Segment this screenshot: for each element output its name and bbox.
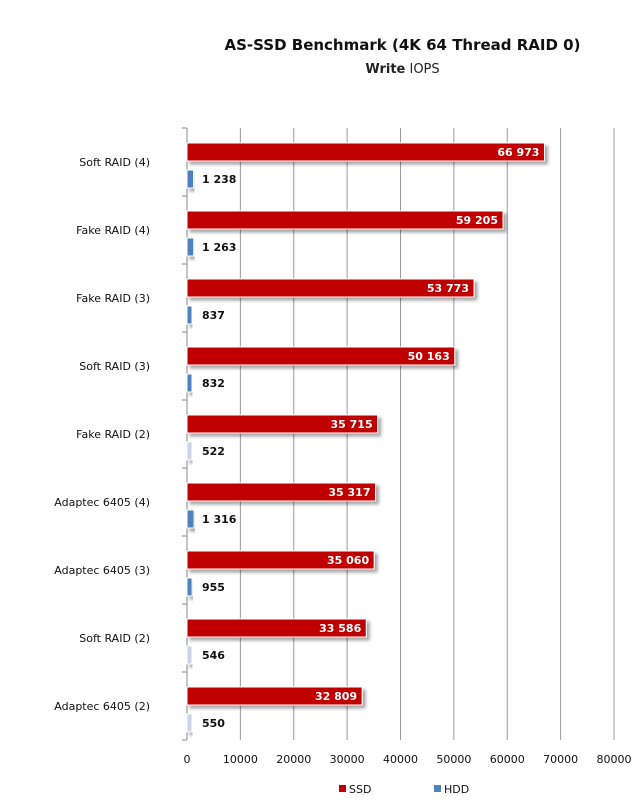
x-tick-label: 10000	[223, 753, 258, 766]
hdd-bar	[186, 509, 195, 529]
category-label: Fake RAID (2)	[76, 428, 150, 441]
category-label: Soft RAID (4)	[79, 156, 150, 169]
ssd-value-label: 32 809	[315, 690, 357, 703]
subtitle-rest: IOPS	[405, 62, 440, 77]
x-tick-label: 70000	[543, 753, 578, 766]
ssd-value-label: 35 317	[328, 486, 370, 499]
hdd-bar	[186, 713, 193, 733]
ssd-value-label: 53 773	[427, 282, 469, 295]
ssd-value-label: 35 060	[327, 554, 369, 567]
legend-label-ssd: SSD	[349, 783, 371, 796]
category-label: Adaptec 6405 (3)	[54, 564, 150, 577]
category-label: Soft RAID (3)	[79, 360, 150, 373]
chart-title: AS-SSD Benchmark (4K 64 Thread RAID 0)	[224, 36, 581, 54]
hdd-value-label: 1 238	[202, 173, 236, 186]
legend-swatch-hdd	[434, 785, 441, 792]
hdd-bar	[186, 645, 193, 665]
x-tick-label: 80000	[597, 753, 632, 766]
x-tick-label: 50000	[436, 753, 471, 766]
hdd-value-label: 546	[202, 649, 225, 662]
category-label: Fake RAID (3)	[76, 292, 150, 305]
category-label: Fake RAID (4)	[76, 224, 150, 237]
hdd-value-label: 832	[202, 377, 225, 390]
gridlines	[182, 127, 615, 741]
hdd-bar	[186, 441, 193, 461]
x-tick-label: 40000	[383, 753, 418, 766]
hdd-value-label: 955	[202, 581, 225, 594]
hdd-value-label: 550	[202, 717, 225, 730]
ssd-bar	[186, 550, 375, 570]
ssd-bar	[186, 210, 504, 230]
hdd-value-label: 1 316	[202, 513, 237, 526]
x-tick-label: 20000	[276, 753, 311, 766]
hdd-value-label: 837	[202, 309, 225, 322]
hdd-value-label: 1 263	[202, 241, 236, 254]
hdd-bar	[186, 305, 193, 325]
ssd-bar	[186, 686, 363, 706]
hdd-bar	[186, 237, 195, 257]
legend: SSD HDD	[339, 783, 469, 796]
x-tick-label: 30000	[330, 753, 365, 766]
ssd-bar	[186, 482, 377, 502]
ssd-bar	[186, 142, 545, 162]
ssd-bar	[186, 618, 367, 638]
ssd-bar	[186, 414, 379, 434]
ssd-bar	[186, 278, 475, 298]
hdd-value-label: 522	[202, 445, 225, 458]
bars	[186, 142, 545, 733]
legend-swatch-ssd	[339, 785, 346, 792]
hdd-bar	[186, 169, 195, 189]
category-label: Soft RAID (2)	[79, 632, 150, 645]
ssd-value-label: 33 586	[319, 622, 361, 635]
hdd-bar	[186, 577, 193, 597]
ssd-value-label: 66 973	[497, 146, 539, 159]
hdd-bar	[186, 373, 193, 393]
ssd-value-label: 59 205	[456, 214, 498, 227]
labels: 0 10000 20000 30000 40000 50000 60000 70000 8000…	[54, 146, 631, 766]
category-label: Adaptec 6405 (4)	[54, 496, 150, 509]
category-label: Adaptec 6405 (2)	[54, 700, 150, 713]
legend-label-hdd: HDD	[444, 783, 469, 796]
ssd-value-label: 50 163	[408, 350, 450, 363]
x-tick-label: 0	[184, 753, 191, 766]
ssd-value-label: 35 715	[331, 418, 373, 431]
x-tick-label: 60000	[490, 753, 525, 766]
subtitle-bold: Write	[365, 62, 406, 77]
chart-subtitle: Write IOPS	[0, 62, 640, 77]
ssd-bar	[186, 346, 456, 366]
